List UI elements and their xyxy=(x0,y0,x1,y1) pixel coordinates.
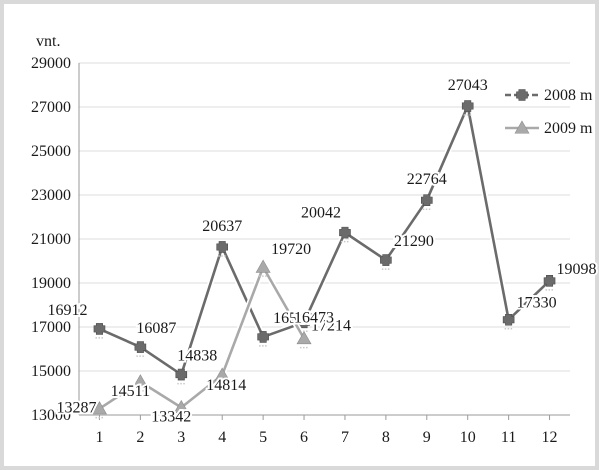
series-line xyxy=(98,104,551,376)
y-axis-label: vnt. xyxy=(36,33,60,50)
data-label: 27043 xyxy=(448,77,488,94)
legend-item-2: 2009 m xyxy=(505,120,593,137)
data-label: 16473 xyxy=(294,310,334,327)
y-tick-label: 17000 xyxy=(31,319,71,336)
data-point xyxy=(173,399,189,414)
data-point xyxy=(175,368,188,381)
x-tick-label: 1 xyxy=(95,429,103,446)
data-label: 20637 xyxy=(202,218,242,235)
x-tick-label: 12 xyxy=(542,429,558,446)
data-label: 13342 xyxy=(151,408,191,425)
data-point xyxy=(420,194,433,206)
x-axis: 1 2 3 4 5 6 7 8 9 10 11 12 xyxy=(79,414,570,446)
x-tick-label: 2 xyxy=(136,429,144,446)
x-tick-label: 10 xyxy=(460,429,476,446)
data-label: 16549 xyxy=(273,310,313,327)
data-label: 19720 xyxy=(271,241,311,258)
data-point xyxy=(91,401,107,415)
y-tick-label: 19000 xyxy=(31,275,71,292)
legend-label: 2009 m xyxy=(544,120,593,137)
x-tick-label: 9 xyxy=(423,429,431,446)
data-point xyxy=(380,254,392,266)
legend: 2008 m 2009 m xyxy=(505,87,593,137)
data-point xyxy=(296,330,312,345)
y-tick-label: 23000 xyxy=(31,187,71,204)
data-point xyxy=(255,259,271,273)
data-label: 13287 xyxy=(56,400,96,417)
x-tick-label: 6 xyxy=(300,429,308,446)
data-point xyxy=(257,331,269,343)
y-tick-label: 15000 xyxy=(31,363,71,380)
y-axis: vnt. 13000 15000 17000 19000 21000 23000 25000… xyxy=(31,33,80,424)
data-label: 20042 xyxy=(301,205,341,222)
data-point xyxy=(216,241,229,253)
data-point xyxy=(298,316,310,329)
series-1 xyxy=(93,100,556,385)
data-label: 17214 xyxy=(311,317,351,334)
y-tick-label: 25000 xyxy=(31,143,71,160)
legend-marker xyxy=(514,120,530,134)
x-tick-label: 5 xyxy=(259,429,267,446)
data-point xyxy=(93,323,106,335)
data-label: 22764 xyxy=(407,171,447,188)
data-point xyxy=(543,275,556,287)
y-tick-label: 27000 xyxy=(31,99,71,116)
legend-item-1: 2008 m xyxy=(505,87,593,104)
series-layer xyxy=(91,100,556,419)
x-tick-label: 4 xyxy=(218,429,226,446)
data-label: 14814 xyxy=(206,377,246,394)
y-tick-label: 29000 xyxy=(31,55,71,72)
x-tick-label: 3 xyxy=(177,429,185,446)
data-label: 14511 xyxy=(111,383,150,400)
data-label: 16912 xyxy=(47,302,87,319)
data-label: 19098 xyxy=(557,261,597,278)
data-point xyxy=(502,313,515,326)
legend-marker xyxy=(516,89,528,101)
data-label: 21290 xyxy=(394,233,434,250)
data-label: 14838 xyxy=(177,348,217,365)
data-label: 17330 xyxy=(517,295,557,312)
y-tick-label: 21000 xyxy=(31,231,71,248)
data-point xyxy=(132,374,148,388)
data-point xyxy=(339,226,351,239)
gridlines xyxy=(79,62,570,416)
y-tick-label: 13000 xyxy=(31,407,71,424)
data-point xyxy=(461,100,474,112)
data-label: 16087 xyxy=(136,320,176,337)
series-2 xyxy=(91,259,312,419)
data-point xyxy=(134,341,147,353)
x-tick-label: 7 xyxy=(341,429,349,446)
x-tick-label: 8 xyxy=(382,429,390,446)
data-point xyxy=(214,367,230,381)
x-tick-label: 11 xyxy=(501,429,516,446)
legend-label: 2008 m xyxy=(544,87,593,104)
